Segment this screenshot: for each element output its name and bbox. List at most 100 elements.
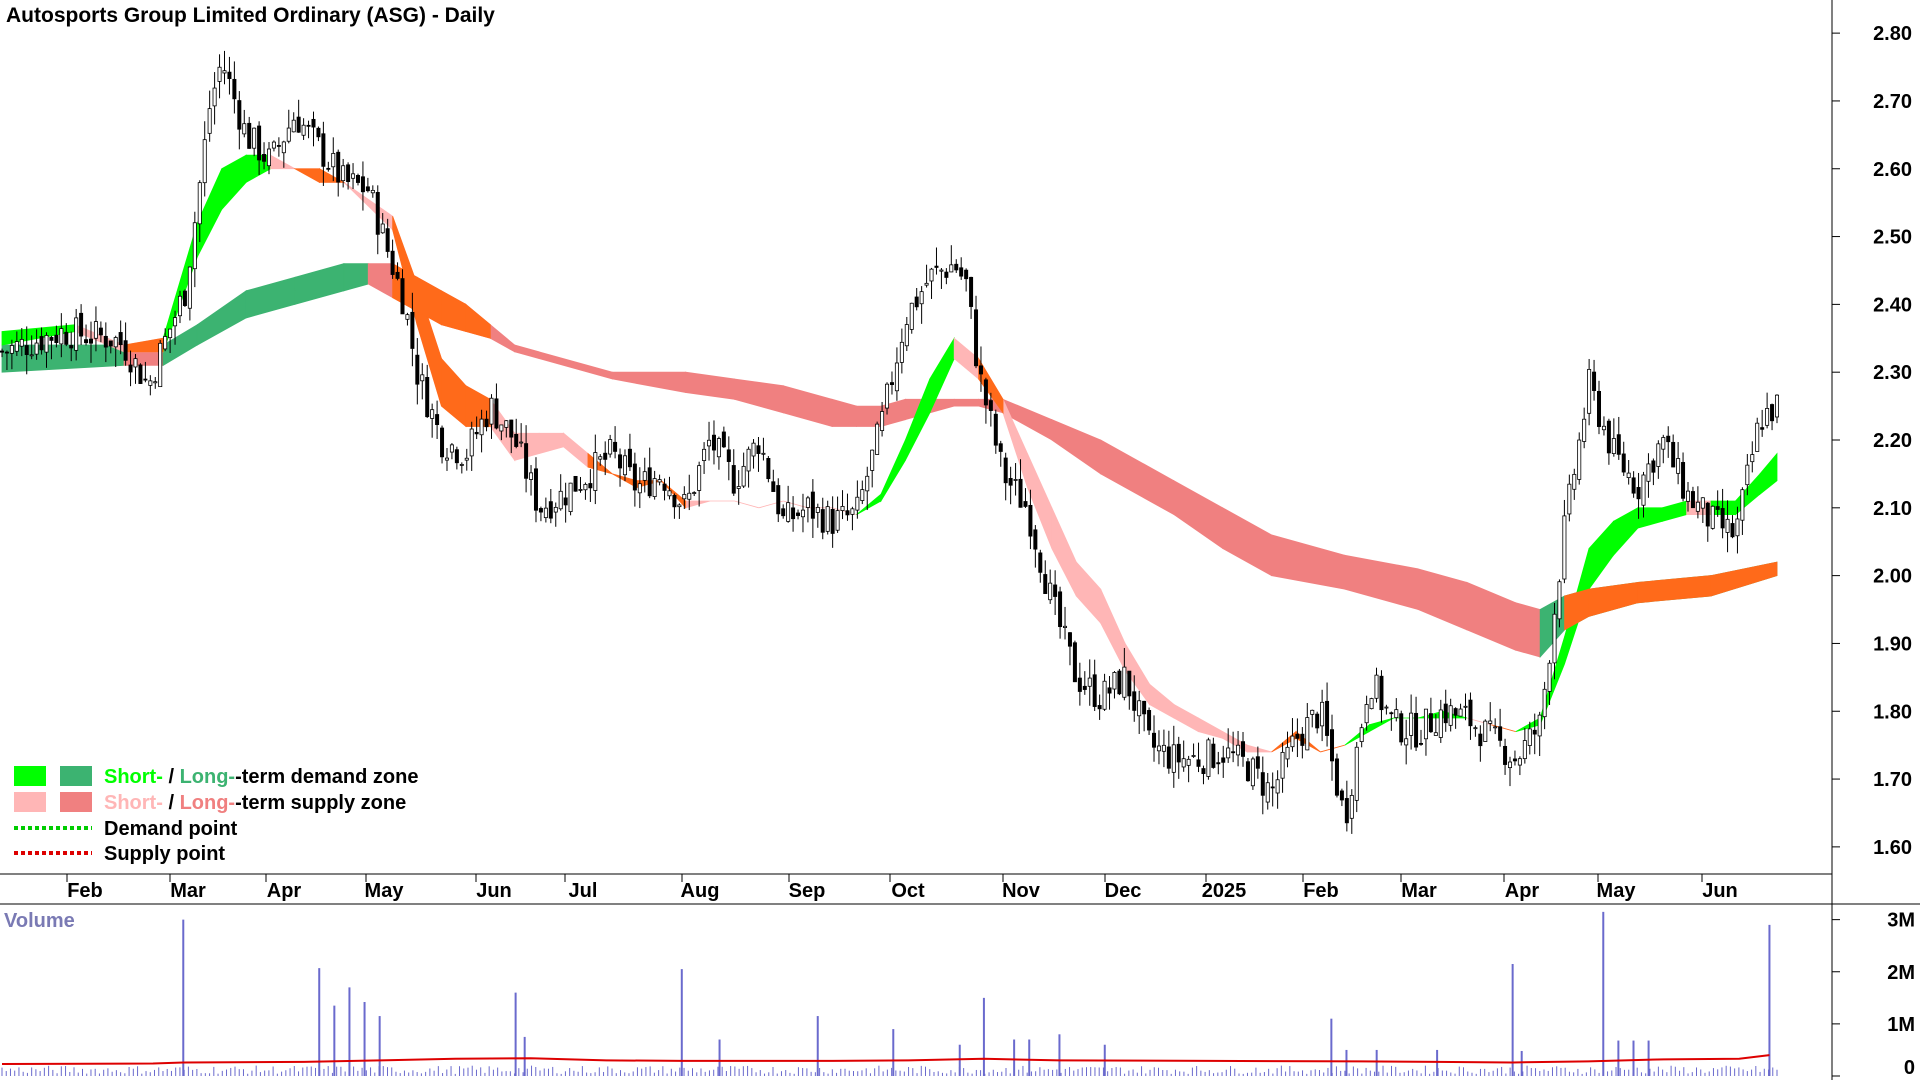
candle-body	[1013, 479, 1018, 481]
candle-body	[627, 448, 632, 468]
candle-body	[202, 139, 207, 184]
candle-body	[865, 475, 870, 492]
candle-body	[988, 400, 993, 411]
candle-body	[889, 382, 894, 386]
candle-body	[1621, 453, 1626, 473]
candle-body	[301, 124, 306, 136]
candle-body	[771, 481, 776, 492]
candle-body	[262, 154, 267, 162]
candle-body	[1063, 625, 1068, 628]
candle-body	[375, 191, 380, 235]
candle-body	[558, 490, 563, 510]
candle-body	[355, 174, 360, 183]
candle-body	[1018, 478, 1023, 508]
candle-body	[1320, 701, 1325, 727]
y-tick-label: 1.90	[1873, 633, 1912, 655]
candle-body	[1404, 738, 1409, 746]
candle-body	[242, 123, 247, 135]
candle-body	[1226, 747, 1231, 759]
candle-body	[1330, 729, 1335, 762]
candle-body	[632, 463, 637, 491]
candle-body	[1171, 744, 1176, 773]
candle-body	[444, 457, 449, 461]
candle-body	[316, 127, 321, 138]
candle-body	[227, 71, 232, 80]
candle-body	[29, 354, 34, 357]
candle-body	[919, 291, 924, 305]
candle-body	[217, 66, 222, 82]
candle-body	[1631, 477, 1636, 494]
candle-body	[336, 151, 341, 183]
candle-body	[993, 413, 998, 446]
candle-body	[1344, 798, 1349, 824]
candle-body	[1364, 704, 1369, 724]
candle-body	[286, 127, 291, 142]
candle-body	[716, 438, 721, 458]
candle-body	[1567, 483, 1572, 515]
candle-body	[1236, 744, 1241, 756]
candle-body	[766, 458, 771, 480]
candle-body	[1206, 739, 1211, 777]
candle-body	[1409, 712, 1414, 736]
legend-suffix: -term demand zone	[235, 766, 418, 788]
candle-body	[1656, 443, 1661, 467]
candle-body	[1067, 632, 1072, 647]
candle-body	[98, 327, 103, 336]
candle-body	[642, 471, 647, 481]
candle-body	[1710, 505, 1715, 529]
candle-body	[1715, 506, 1720, 510]
candle-body	[1270, 786, 1275, 789]
candle-body	[657, 479, 662, 483]
candle-body	[1033, 529, 1038, 550]
candle-body	[533, 468, 538, 511]
x-tick-label: Sep	[789, 880, 826, 902]
candle-body	[830, 508, 835, 534]
candle-body	[1512, 758, 1517, 762]
candle-body	[1641, 474, 1646, 506]
candle-body	[1468, 699, 1473, 727]
candle-body	[1048, 582, 1053, 601]
candle-body	[578, 489, 583, 491]
candle-body	[1028, 504, 1033, 537]
candle-body	[1384, 706, 1389, 709]
candle-body	[1137, 700, 1142, 717]
candle-body	[197, 182, 202, 225]
candle-body	[983, 379, 988, 406]
candle-body	[603, 452, 608, 460]
candle-body	[568, 482, 573, 513]
candle-body	[449, 444, 454, 453]
candle-body	[805, 497, 810, 508]
x-tick-label: Feb	[1303, 880, 1339, 902]
candle-body	[949, 264, 954, 273]
candle-body	[825, 506, 830, 532]
candle-body	[464, 457, 469, 461]
legend-short-word: Short-	[104, 766, 163, 788]
candle-body	[1532, 729, 1537, 735]
candle-body	[1730, 523, 1735, 538]
candle-body	[1211, 743, 1216, 768]
candle-body	[232, 78, 237, 100]
candle-body	[489, 397, 494, 425]
candle-body	[158, 342, 163, 388]
x-tick-label: Oct	[891, 880, 925, 902]
candle-body	[899, 341, 904, 363]
candle-body	[177, 295, 182, 317]
candle-body	[351, 173, 356, 179]
candle-body	[613, 441, 618, 452]
candle-body	[1508, 761, 1513, 769]
candle-body	[1260, 772, 1265, 796]
candle-body	[1181, 758, 1186, 768]
candle-body	[1043, 574, 1048, 594]
candle-body	[113, 337, 118, 348]
chart-title: Autosports Group Limited Ordinary (ASG) …	[6, 4, 495, 27]
candle-body	[1023, 501, 1028, 507]
candle-body	[1216, 762, 1221, 765]
candle-body	[1700, 497, 1705, 509]
volume-tick-label: 0	[1904, 1057, 1915, 1079]
y-tick-label: 2.60	[1873, 159, 1912, 181]
candle-body	[252, 127, 257, 149]
candle-body	[420, 374, 425, 382]
candle-body	[370, 189, 375, 194]
candle-body	[1537, 714, 1542, 737]
